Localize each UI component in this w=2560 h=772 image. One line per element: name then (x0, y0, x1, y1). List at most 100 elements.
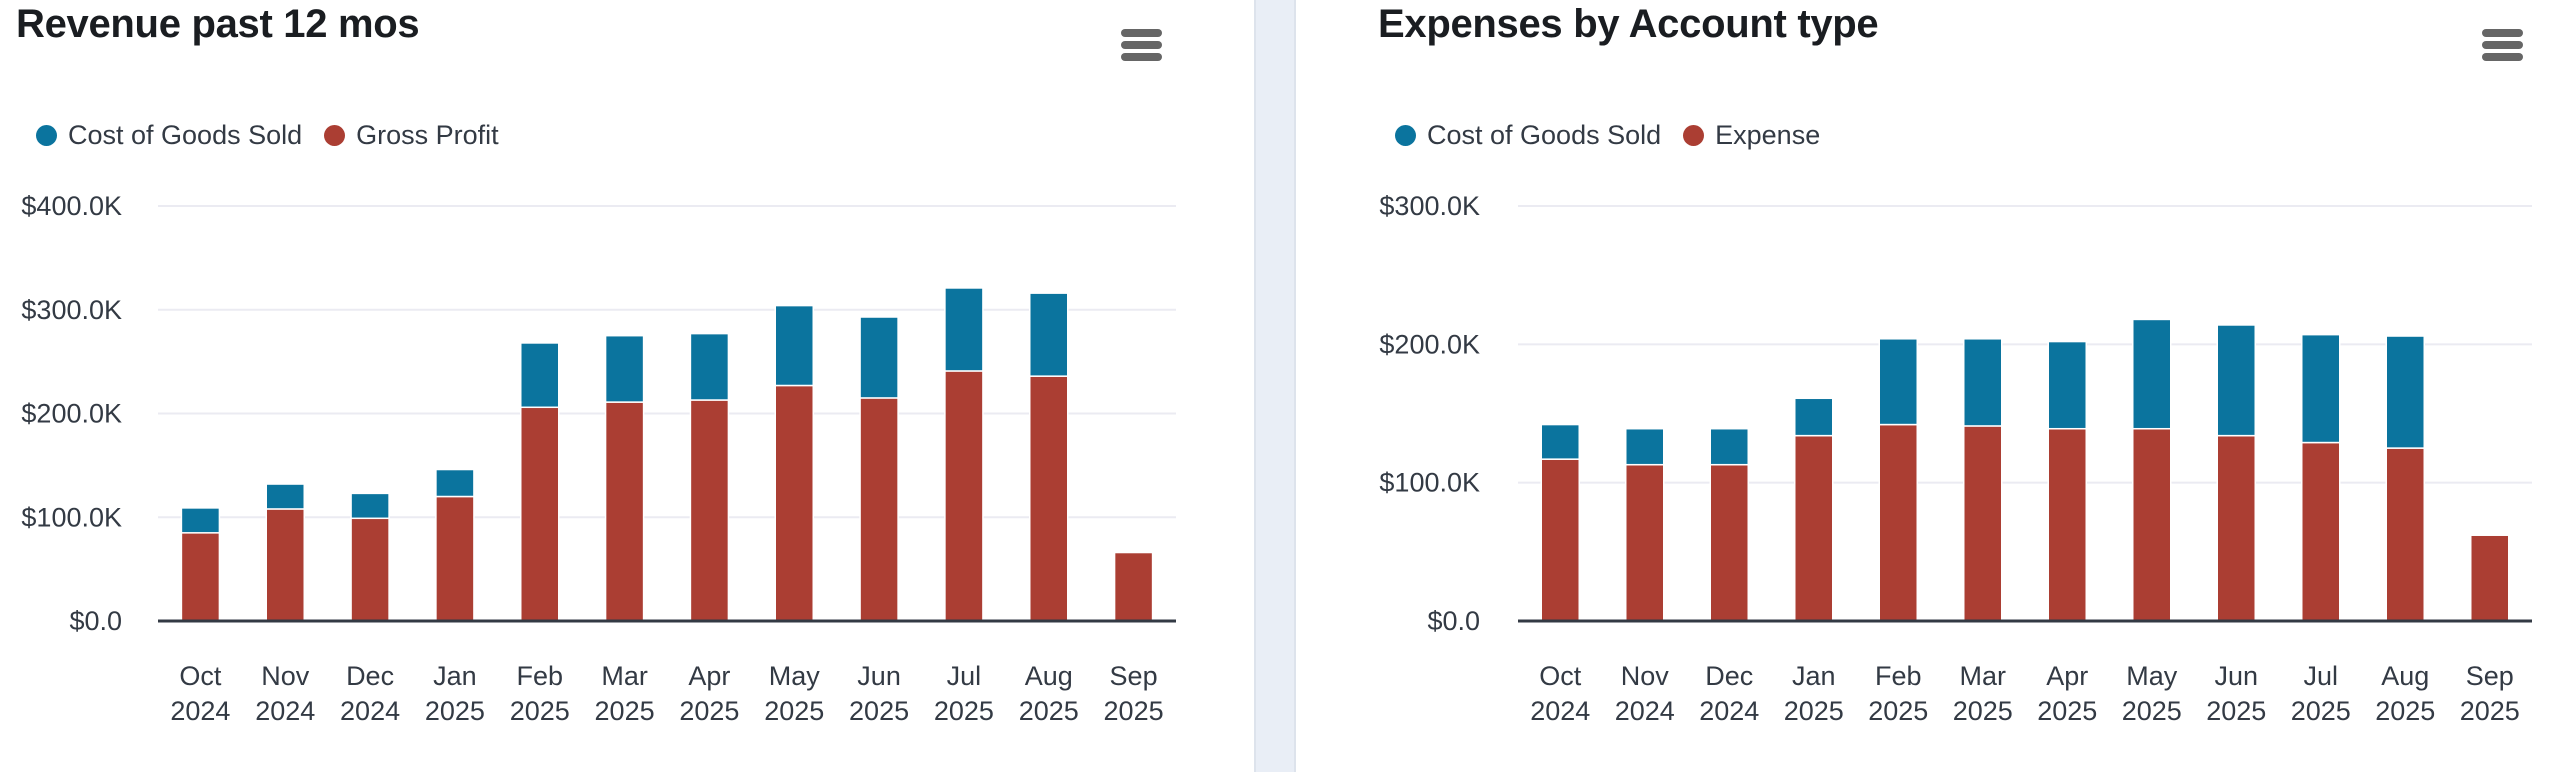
bar-expense (2385, 447, 2425, 622)
bar-cost-of-goods-sold (1029, 292, 1069, 377)
bar-expense (1878, 423, 1918, 622)
bar-cost-of-goods-sold (1709, 427, 1749, 466)
x-tick-label-month: Mar (1960, 661, 2007, 691)
y-tick-label: $300.0K (21, 295, 122, 325)
x-tick-label-month: Apr (688, 661, 730, 691)
x-tick-label-year: 2024 (1530, 696, 1590, 726)
bar-expense (2470, 534, 2510, 622)
x-tick-label-year: 2025 (849, 696, 909, 726)
x-tick-label-year: 2025 (1868, 696, 1928, 726)
bar-cost-of-goods-sold (1878, 338, 1918, 426)
x-tick-label-year: 2025 (2291, 696, 2351, 726)
x-tick-label-month: Jan (433, 661, 477, 691)
bar-cost-of-goods-sold (2047, 340, 2087, 430)
legend-label: Cost of Goods Sold (1427, 120, 1662, 150)
x-tick-label-year: 2025 (934, 696, 994, 726)
panel-divider (1254, 0, 1296, 772)
chart-menu-button[interactable] (1120, 26, 1164, 62)
x-tick-label-month: May (2126, 661, 2178, 691)
x-tick-label-month: Jan (1792, 661, 1836, 691)
bar-expense (2301, 441, 2341, 622)
x-tick-label-year: 2024 (170, 696, 230, 726)
bar-gross-profit (180, 532, 221, 622)
bar-gross-profit (689, 399, 730, 622)
legend-dot-icon (36, 125, 57, 146)
hamburger-menu-icon-bar (2482, 41, 2523, 49)
x-tick-label-year: 2025 (764, 696, 824, 726)
legend-item-cogs[interactable]: Cost of Goods Sold (36, 120, 302, 151)
x-tick-label-year: 2025 (2460, 696, 2520, 726)
legend-item-cogs[interactable]: Cost of Goods Sold (1395, 120, 1661, 151)
bar-gross-profit (604, 401, 645, 622)
x-tick-label-month: Feb (1875, 661, 1922, 691)
bar-cost-of-goods-sold (2385, 335, 2425, 449)
bar-gross-profit (350, 517, 390, 622)
y-tick-label: $0.0 (1427, 606, 1480, 636)
x-tick-label-year: 2025 (2375, 696, 2435, 726)
x-tick-label-month: Oct (179, 661, 222, 691)
x-tick-label-month: Sep (2466, 661, 2514, 691)
x-tick-label-month: Jun (857, 661, 901, 691)
legend-item-gross-profit[interactable]: Gross Profit (324, 120, 499, 151)
y-tick-label: $300.0K (1379, 191, 1480, 221)
bar-gross-profit (859, 397, 899, 622)
revenue-chart-panel: Revenue past 12 mos Cost of Goods Sold G… (0, 0, 1254, 772)
x-tick-label-year: 2025 (510, 696, 570, 726)
x-tick-label-year: 2025 (2206, 696, 2266, 726)
bar-cost-of-goods-sold (265, 483, 305, 510)
legend-label: Cost of Goods Sold (68, 120, 303, 150)
expenses-chart-panel: Expenses by Account type Cost of Goods S… (1296, 0, 2560, 772)
chart-menu-button[interactable] (2481, 26, 2525, 62)
y-tick-label: $400.0K (21, 191, 122, 221)
bar-gross-profit (944, 370, 984, 622)
x-tick-label-month: Feb (516, 661, 563, 691)
bar-expense (1963, 425, 2003, 622)
legend-label: Gross Profit (356, 120, 499, 150)
x-tick-label-year: 2025 (425, 696, 485, 726)
bar-cost-of-goods-sold (435, 468, 475, 498)
bar-gross-profit (435, 495, 475, 622)
bar-cost-of-goods-sold (1625, 427, 1665, 466)
bar-cost-of-goods-sold (689, 332, 730, 401)
y-tick-label: $200.0K (21, 399, 122, 429)
x-tick-label-month: Jul (947, 661, 982, 691)
x-tick-label-month: Mar (601, 661, 648, 691)
x-tick-label-year: 2025 (1953, 696, 2013, 726)
bar-cost-of-goods-sold (2132, 318, 2172, 430)
y-tick-label: $100.0K (1379, 468, 1480, 498)
x-tick-label-month: Oct (1539, 661, 1582, 691)
bar-expense (1709, 463, 1749, 622)
y-tick-label: $0.0 (69, 606, 122, 636)
bar-expense (2132, 427, 2172, 622)
legend-item-expense[interactable]: Expense (1683, 120, 1820, 151)
bar-cost-of-goods-sold (944, 287, 984, 372)
x-tick-label-year: 2024 (340, 696, 400, 726)
bar-cost-of-goods-sold (520, 342, 560, 409)
x-tick-label-year: 2024 (1699, 696, 1759, 726)
bar-cost-of-goods-sold (1794, 397, 1834, 437)
x-tick-label-month: Sep (1110, 661, 1158, 691)
bar-cost-of-goods-sold (180, 507, 221, 534)
y-tick-label: $100.0K (21, 502, 122, 532)
revenue-bar-chart: $0.0 $100.0K $200.0K $300.0K $400.0K Oct 2024 N… (21, 191, 1176, 726)
x-tick-label-year: 2024 (255, 696, 315, 726)
bar-cost-of-goods-sold (774, 304, 814, 387)
x-tick-label-year: 2025 (1019, 696, 1079, 726)
x-tick-label-month: Aug (2381, 661, 2429, 691)
x-tick-label-year: 2025 (1784, 696, 1844, 726)
y-tick-label: $200.0K (1379, 329, 1480, 359)
x-tick-label-month: Jun (2214, 661, 2258, 691)
chart-title: Revenue past 12 mos (16, 2, 420, 46)
x-tick-label-year: 2025 (2122, 696, 2182, 726)
bar-gross-profit (774, 384, 814, 622)
chart-title: Expenses by Account type (1378, 2, 1879, 46)
bar-cost-of-goods-sold (2301, 333, 2341, 444)
chart-legend: Cost of Goods Sold Gross Profit (36, 120, 521, 151)
x-tick-label-month: Apr (2046, 661, 2088, 691)
x-tick-label-year: 2025 (679, 696, 739, 726)
hamburger-menu-icon-bar (2482, 53, 2523, 61)
x-tick-label-year: 2025 (1104, 696, 1164, 726)
legend-dot-icon (1395, 125, 1416, 146)
bar-expense (1540, 458, 1580, 622)
bar-cost-of-goods-sold (859, 316, 899, 399)
